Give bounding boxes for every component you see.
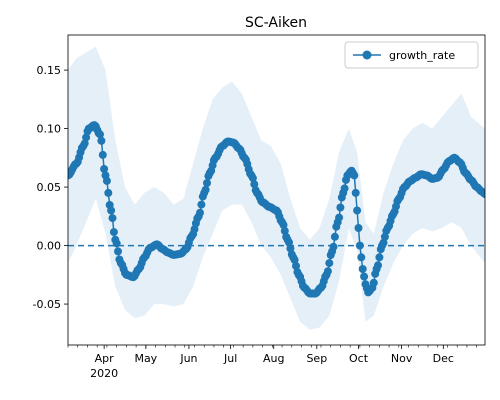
- data-point: [329, 242, 338, 251]
- data-point: [325, 259, 334, 268]
- data-point: [375, 253, 384, 262]
- legend-marker: [362, 50, 372, 60]
- data-point: [340, 184, 349, 193]
- plot-area: [68, 46, 485, 330]
- data-point: [353, 206, 362, 215]
- data-point: [248, 174, 257, 183]
- data-point: [280, 226, 289, 235]
- data-point: [351, 188, 360, 197]
- data-point: [360, 272, 369, 281]
- data-point: [82, 133, 91, 142]
- data-point: [107, 206, 116, 215]
- x-tick-label: Oct: [349, 352, 369, 365]
- legend: growth_rate: [344, 41, 479, 69]
- x-tick-year-label: 2020: [90, 367, 118, 380]
- data-point: [286, 244, 295, 253]
- data-point: [96, 130, 104, 139]
- data-point: [197, 200, 206, 209]
- plot-frame: [67, 34, 486, 346]
- y-tick-label: 0.15: [37, 64, 62, 77]
- data-point: [481, 190, 485, 199]
- data-point: [354, 224, 363, 232]
- data-point: [336, 203, 345, 212]
- y-tick-label: 0.00: [37, 240, 62, 253]
- legend-label: growth_rate: [389, 49, 455, 62]
- confidence-band: [68, 46, 485, 330]
- data-point: [369, 278, 378, 287]
- data-point: [292, 262, 300, 270]
- x-tick-label: Sep: [306, 352, 327, 365]
- data-point: [335, 213, 344, 222]
- data-point: [285, 238, 293, 247]
- data-point: [80, 139, 89, 148]
- y-tick-label: 0.05: [37, 181, 62, 194]
- y-tick-label: 0.10: [37, 123, 62, 136]
- x-tick-label: Jun: [179, 352, 197, 365]
- chart-title: SC-Aiken: [245, 15, 307, 31]
- data-point: [290, 256, 299, 264]
- y-tick-label: -0.05: [33, 298, 61, 311]
- legend-box: [344, 41, 479, 69]
- data-point: [112, 239, 121, 248]
- data-point: [357, 253, 366, 262]
- data-point: [358, 265, 367, 273]
- data-point: [102, 176, 111, 185]
- data-point: [250, 180, 259, 189]
- data-point: [108, 214, 117, 223]
- data-point: [350, 171, 359, 180]
- data-point: [201, 185, 210, 194]
- data-point: [104, 188, 113, 197]
- data-point: [203, 179, 211, 187]
- x-tick-label: Apr: [95, 352, 115, 365]
- data-point: [100, 165, 109, 173]
- data-point: [279, 220, 288, 229]
- data-point: [98, 150, 107, 159]
- data-point: [379, 238, 388, 247]
- data-point: [380, 232, 389, 241]
- axes: -0.05 0.00 0.05 0.10 0.15 Apr 2020 May Jun Jul Aug…: [33, 34, 486, 380]
- data-point: [330, 232, 339, 241]
- x-tick-label: May: [134, 352, 157, 365]
- data-point: [97, 136, 106, 145]
- data-point: [196, 208, 204, 217]
- data-point: [109, 228, 118, 237]
- data-point: [374, 261, 382, 270]
- x-tick-label: Nov: [391, 352, 413, 365]
- x-tick-label: Jul: [223, 352, 237, 365]
- x-tick-label: Aug: [263, 352, 284, 365]
- data-point: [323, 267, 332, 276]
- data-point: [355, 241, 364, 250]
- x-tick-label: Dec: [433, 352, 454, 365]
- data-point: [114, 247, 122, 256]
